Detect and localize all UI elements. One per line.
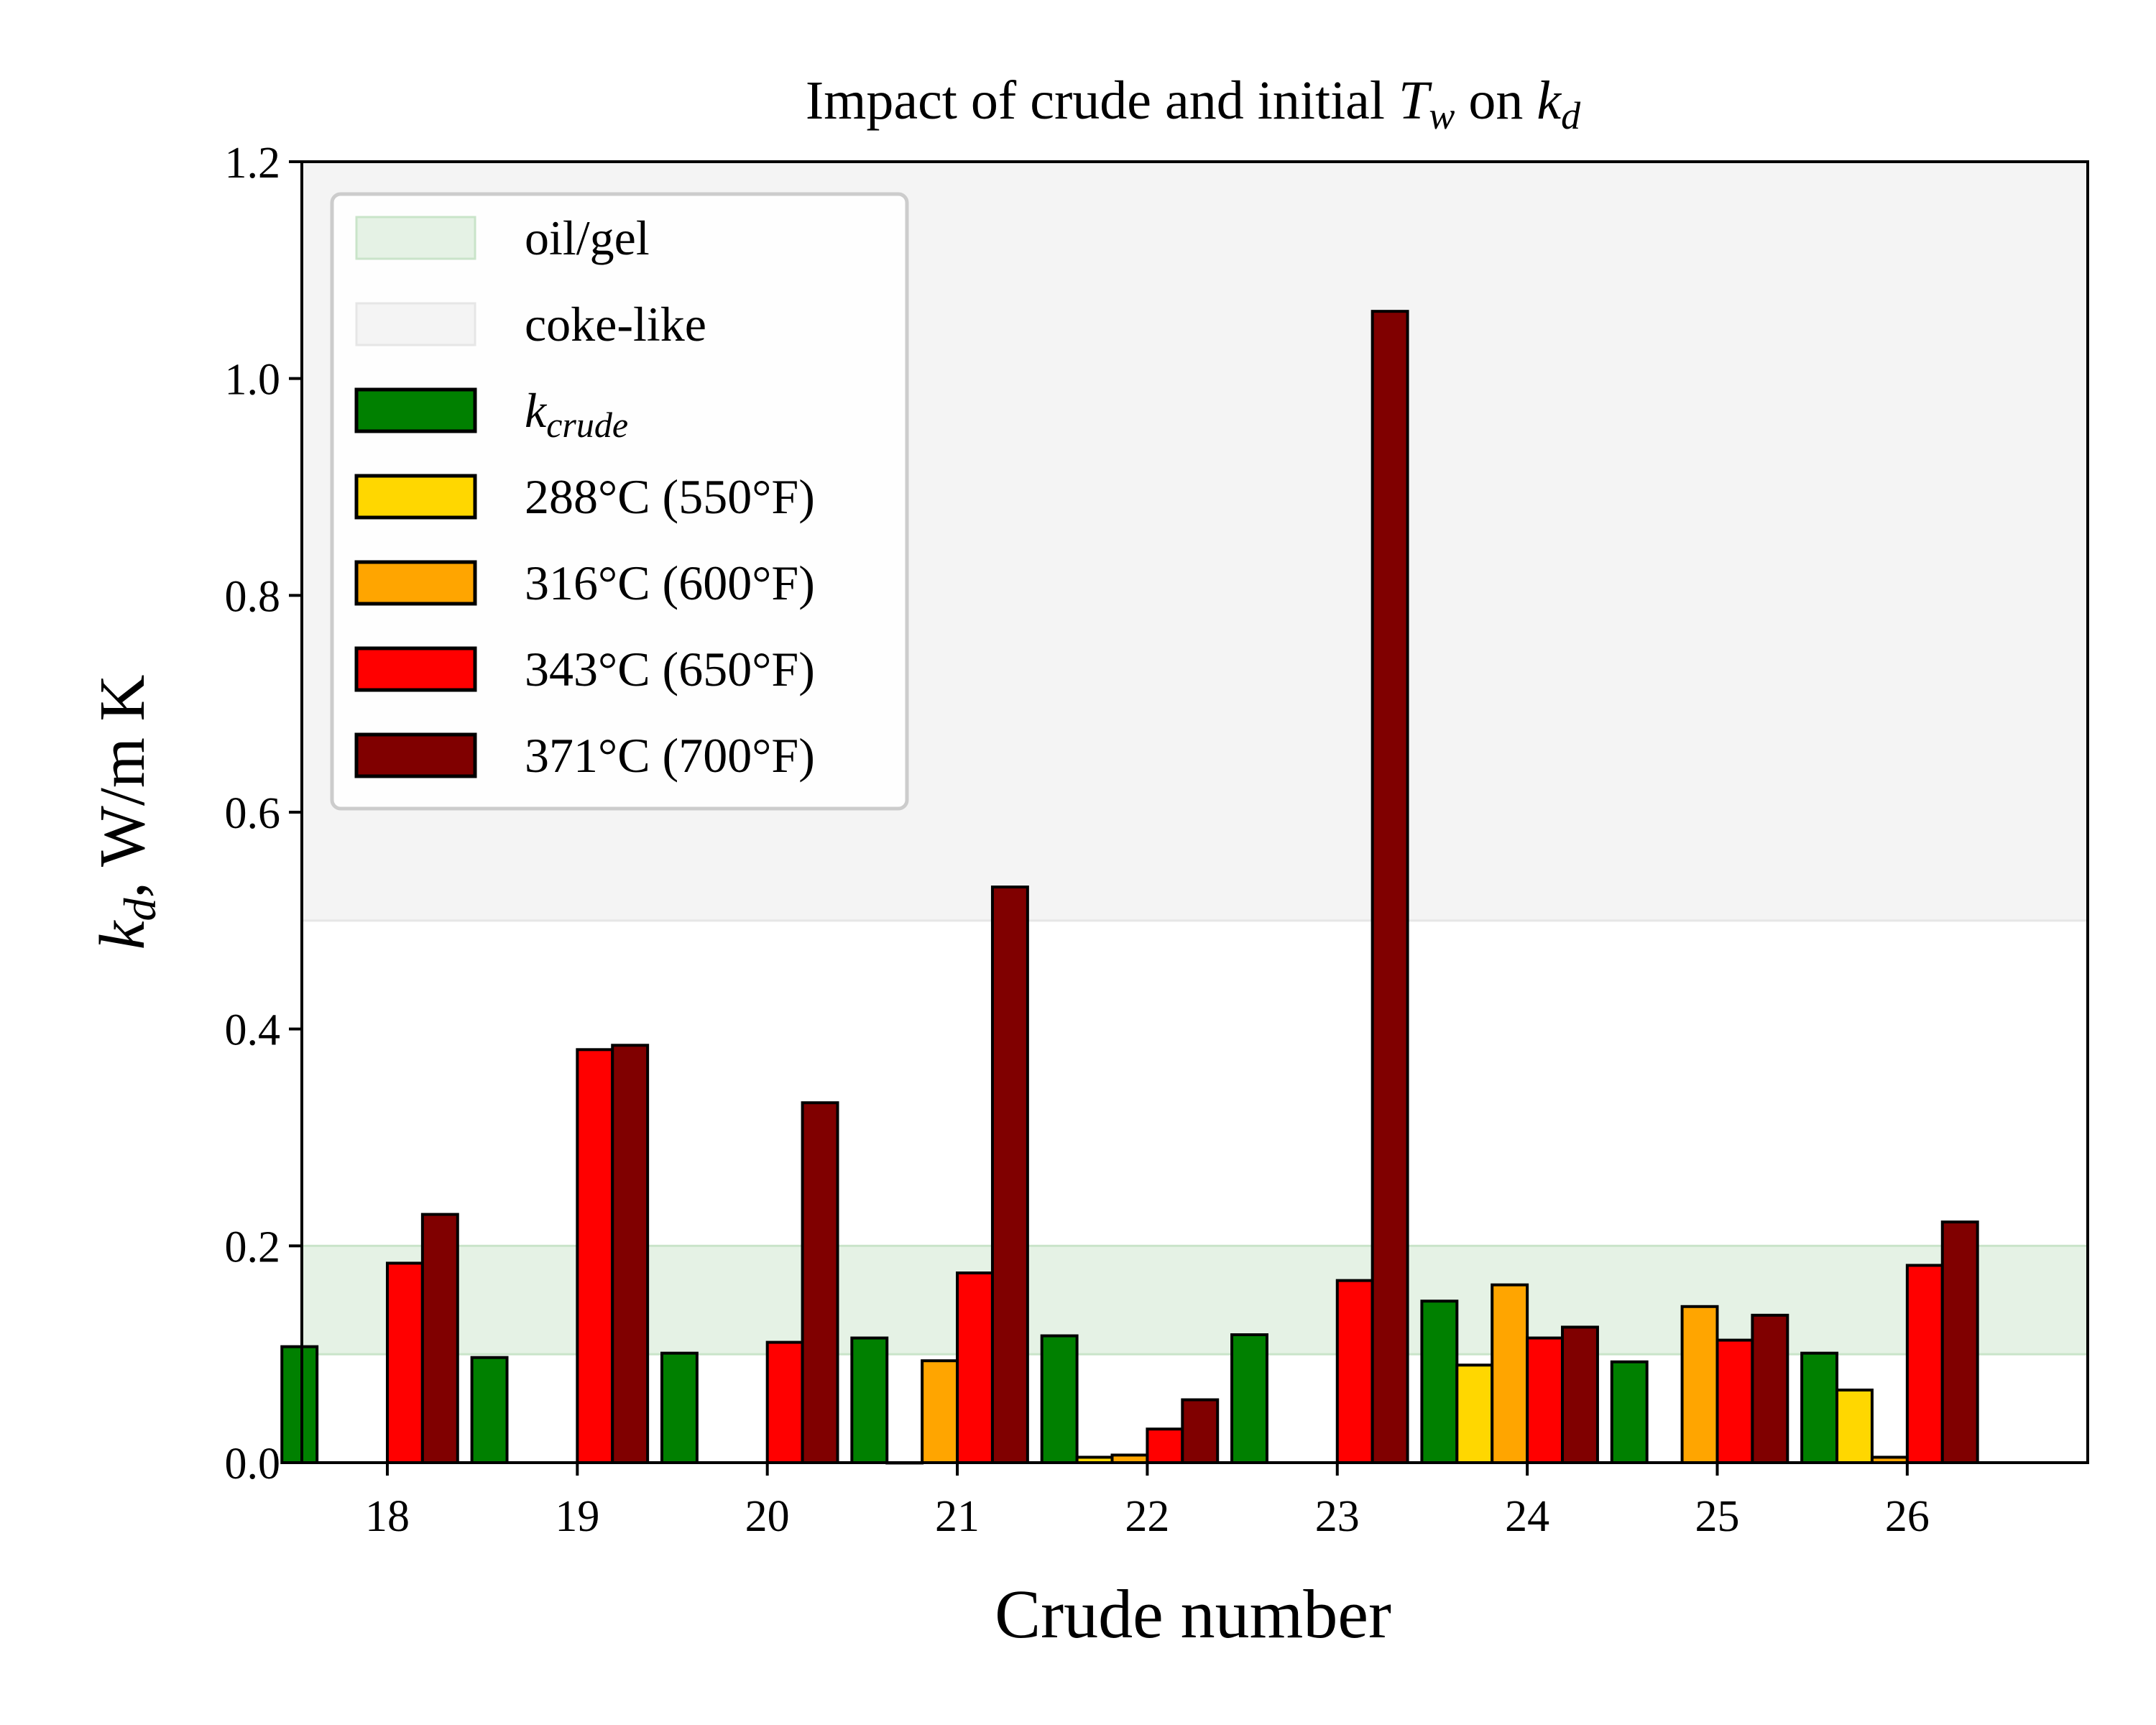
legend-label: oil/gel <box>525 211 650 265</box>
bar-s3-crude-26 <box>1905 1264 1944 1464</box>
y-axis: 0.0 0.2 0.4 0.6 0.8 1.0 1.2 <box>225 139 302 1489</box>
legend-label: 316°C (600°F) <box>525 556 815 610</box>
legend-swatch <box>354 560 477 606</box>
bars-layer <box>280 310 1979 1465</box>
bar-s3-crude-21 <box>956 1271 994 1464</box>
bar-s2-crude-24 <box>1491 1283 1529 1464</box>
bar-s4-crude-19 <box>611 1044 650 1464</box>
legend-label: 343°C (650°F) <box>525 642 815 696</box>
legend-label: coke-like <box>525 297 706 351</box>
y-axis-label: kd, W/m K <box>87 675 165 950</box>
y-tick-label: 0.4 <box>225 1006 281 1055</box>
x-tick-label: 23 <box>1315 1492 1360 1541</box>
legend-label: kcrude <box>525 383 628 445</box>
bar-s0-crude-20 <box>660 1351 699 1464</box>
bar-s4-crude-22 <box>1181 1398 1220 1465</box>
bar-s4-crude-21 <box>990 886 1029 1464</box>
bar-s3-crude-22 <box>1146 1427 1184 1465</box>
x-tick-label: 20 <box>745 1492 790 1541</box>
legend-swatch <box>354 387 477 433</box>
y-tick-label: 0.2 <box>225 1223 281 1271</box>
bar-s3-crude-19 <box>576 1048 614 1464</box>
x-tick-label: 25 <box>1695 1492 1739 1541</box>
bar-s4-crude-25 <box>1751 1313 1789 1465</box>
legend-swatch <box>355 216 476 260</box>
legend-swatch <box>354 646 477 692</box>
legend-items: oil/gel coke-like kcrude 288°C (550°F) 316°C… <box>354 211 815 783</box>
bar-s4-crude-24 <box>1561 1325 1599 1465</box>
bar-s3-crude-24 <box>1526 1336 1565 1464</box>
band-oil-gel <box>300 1244 2089 1356</box>
bar-s2-crude-21 <box>921 1359 959 1465</box>
bar-s0-crude-25 <box>1610 1360 1649 1464</box>
bar-s0-crude-22 <box>1040 1334 1079 1465</box>
legend-swatch <box>355 302 476 346</box>
bar-s0-crude-26 <box>1800 1351 1839 1464</box>
bar-s4-crude-20 <box>801 1101 839 1464</box>
y-tick-label: 1.0 <box>225 356 281 405</box>
y-tick-label: 1.2 <box>225 139 281 188</box>
x-tick-label: 18 <box>365 1492 410 1541</box>
x-tick-label: 19 <box>555 1492 599 1541</box>
bar-s3-crude-25 <box>1715 1338 1754 1465</box>
x-tick-label: 26 <box>1885 1492 1930 1541</box>
bar-s1-crude-24 <box>1455 1363 1494 1464</box>
legend-label: 371°C (700°F) <box>525 728 815 783</box>
x-tick-label: 22 <box>1125 1492 1169 1541</box>
bar-s0-crude-19 <box>470 1356 509 1464</box>
x-tick-label: 24 <box>1505 1492 1549 1541</box>
x-axis-label: Crude number <box>995 1576 1391 1652</box>
x-axis: 18 19 20 21 22 23 24 25 26 <box>365 1463 1930 1541</box>
bar-s3-crude-20 <box>765 1340 804 1464</box>
bar-s0-crude-21 <box>850 1336 889 1464</box>
bar-s0-crude-23 <box>1230 1333 1268 1465</box>
legend-label: 288°C (550°F) <box>525 469 815 524</box>
bar-s3-crude-23 <box>1335 1279 1374 1464</box>
y-tick-label: 0.6 <box>225 789 281 838</box>
bar-s1-crude-26 <box>1835 1388 1874 1464</box>
bar-s0-crude-24 <box>1420 1300 1459 1464</box>
y-tick-label: 0.0 <box>225 1440 281 1489</box>
legend-swatch <box>354 474 477 520</box>
bar-s4-crude-23 <box>1370 310 1409 1464</box>
legend: oil/gel coke-like kcrude 288°C (550°F) 316°C… <box>330 192 909 811</box>
bar-s2-crude-25 <box>1680 1305 1719 1465</box>
bar-s0-crude-18 <box>280 1345 319 1464</box>
bar-s3-crude-18 <box>385 1261 424 1464</box>
bar-s4-crude-26 <box>1940 1220 1979 1465</box>
chart-title: Impact of crude and initial Tw on kd <box>806 70 1581 137</box>
bar-s4-crude-18 <box>420 1213 459 1464</box>
y-tick-label: 0.8 <box>225 572 281 621</box>
legend-swatch <box>354 732 477 778</box>
x-tick-label: 21 <box>935 1492 980 1541</box>
